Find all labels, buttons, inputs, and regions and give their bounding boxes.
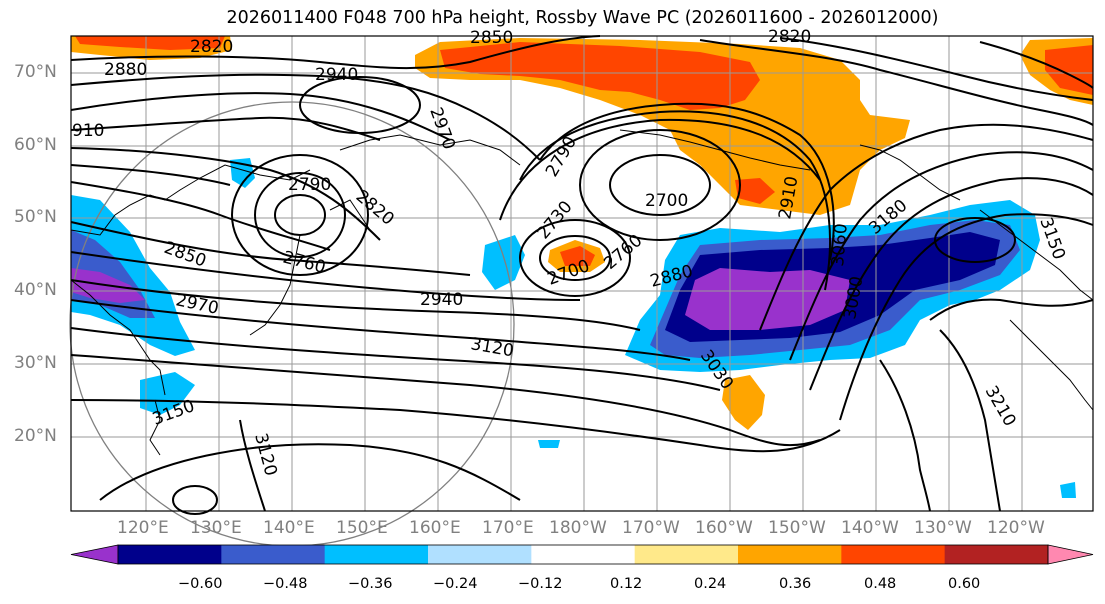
longitude-label: 120°E — [117, 518, 169, 538]
longitude-label: 150°E — [336, 518, 388, 538]
map-frame — [70, 35, 1094, 512]
contour-label: 2850 — [470, 28, 513, 48]
colorbar-extend-max — [1047, 544, 1094, 565]
shading-layer — [71, 36, 1093, 498]
positive-anomaly-shading — [415, 38, 910, 215]
height-contours — [70, 35, 1094, 515]
negative-anomaly-shading — [1060, 482, 1076, 498]
longitude-label: 170°E — [482, 518, 534, 538]
contour-label: 2700 — [645, 191, 688, 211]
colorbar-tick-label: 0.36 — [779, 576, 812, 592]
contour-label: 2820 — [768, 27, 811, 47]
colorbar-tick-label: −0.36 — [348, 576, 393, 592]
colorbar-tick-label: −0.24 — [433, 576, 478, 592]
longitude-label: 130°E — [190, 518, 242, 538]
positive-anomaly-shading — [75, 36, 225, 50]
negative-anomaly-shading — [482, 235, 525, 290]
longitude-label: 140°E — [263, 518, 315, 538]
longitude-label: 160°W — [695, 518, 753, 538]
contour-label: 3060 — [828, 223, 852, 268]
latitude-label: 40°N — [14, 280, 57, 300]
contour-label: 2820 — [190, 37, 233, 57]
colorbar-segment — [841, 545, 946, 564]
colorbar — [70, 544, 1094, 565]
latitude-label: 70°N — [14, 62, 57, 82]
map-title: 2026011400 F048 700 hPa height, Rossby W… — [226, 8, 939, 28]
negative-anomaly-shading — [71, 195, 195, 356]
colorbar-tick-label: 0.12 — [610, 576, 643, 592]
longitude-label: 120°W — [987, 518, 1045, 538]
colorbar-segment — [944, 545, 1049, 564]
colorbar-segment — [531, 545, 636, 564]
latitude-label: 30°N — [14, 353, 57, 373]
colorbar-segment — [634, 545, 739, 564]
longitude-label: 180°W — [549, 518, 607, 538]
longitude-label: 130°W — [914, 518, 972, 538]
positive-anomaly-shading — [722, 375, 765, 430]
longitude-label: 150°W — [768, 518, 826, 538]
colorbar-segment — [118, 545, 222, 564]
positive-anomaly-shading — [560, 246, 595, 266]
latitude-label: 20°N — [14, 426, 57, 446]
contour-label: 910 — [72, 121, 104, 141]
contour-label: 2790 — [288, 175, 331, 195]
contour-label: 2940 — [420, 290, 463, 310]
positive-anomaly-shading — [440, 42, 760, 110]
latitude-label: 50°N — [14, 207, 57, 227]
colorbar-segment — [221, 545, 326, 564]
colorbar-tick-label: −0.48 — [263, 576, 308, 592]
negative-anomaly-shading — [140, 372, 195, 415]
longitude-label: 170°W — [622, 518, 680, 538]
contour-label: 2940 — [315, 65, 358, 85]
coastlines — [70, 129, 1094, 456]
colorbar-tick-label: 0.60 — [948, 576, 981, 592]
graticule — [71, 36, 1093, 511]
colorbar-tick-label: 0.48 — [864, 576, 897, 592]
positive-anomaly-shading — [735, 178, 775, 204]
positive-anomaly-shading — [1045, 45, 1093, 95]
colorbar-tick-label: 0.24 — [694, 576, 727, 592]
colorbar-outline — [117, 544, 1049, 565]
negative-anomaly-shading — [538, 440, 560, 448]
latitude-label: 60°N — [14, 135, 57, 155]
colorbar-segment — [428, 545, 532, 564]
colorbar-segment — [738, 545, 842, 564]
colorbar-tick-label: −0.60 — [178, 576, 223, 592]
contour-label: 2880 — [104, 60, 147, 80]
longitude-label: 140°W — [841, 518, 899, 538]
longitude-label: 160°E — [409, 518, 461, 538]
colorbar-extend-min — [70, 544, 119, 565]
colorbar-tick-label: −0.12 — [518, 576, 563, 592]
colorbar-segment — [324, 545, 429, 564]
